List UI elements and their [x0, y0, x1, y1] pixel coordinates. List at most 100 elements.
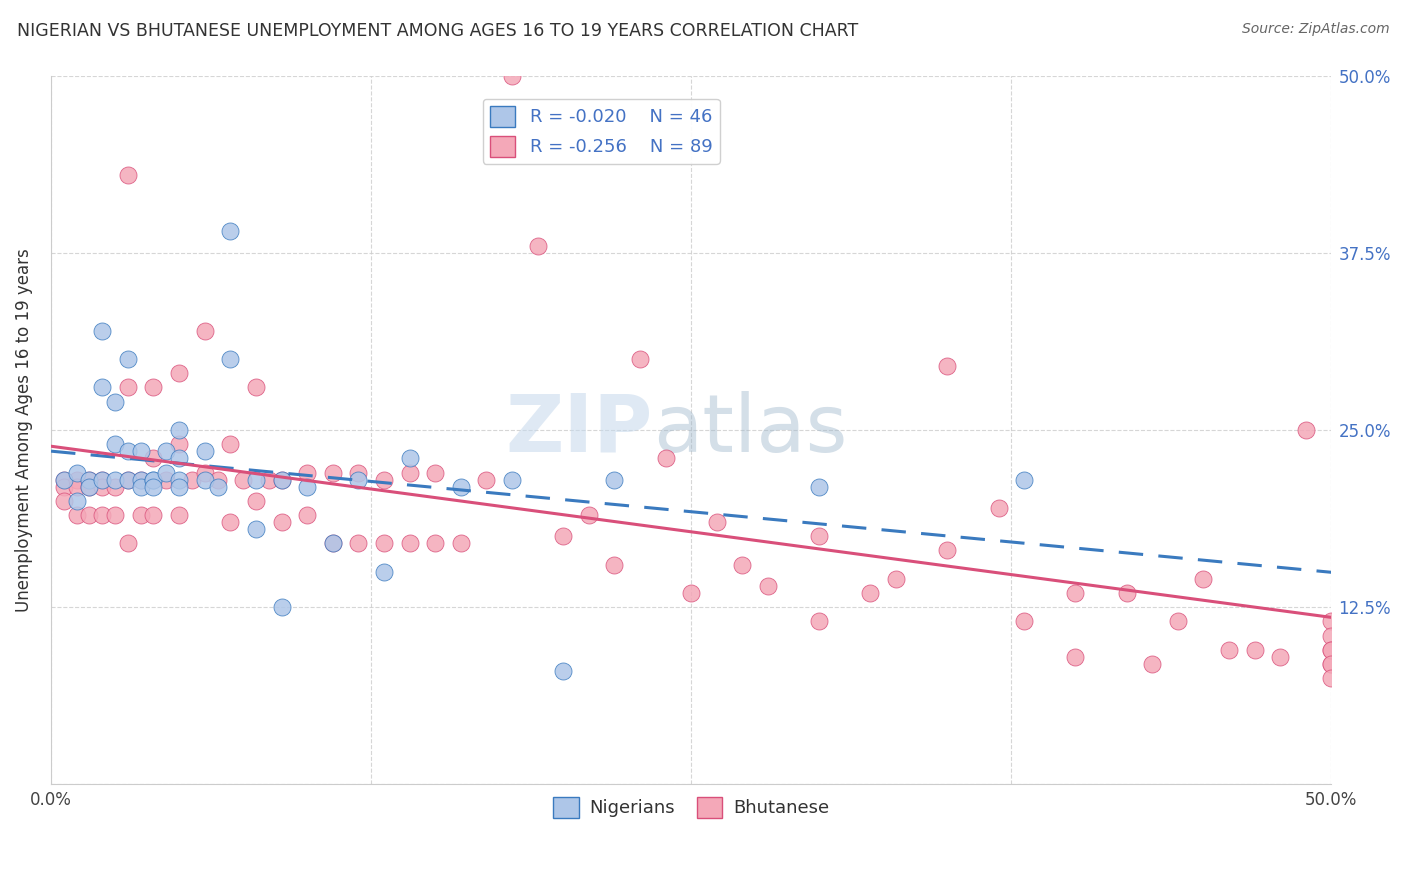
Point	[808, 480, 831, 494]
Point	[155, 466, 177, 480]
Point	[167, 437, 190, 451]
Point	[129, 480, 152, 494]
Point	[66, 473, 89, 487]
Text: Source: ZipAtlas.com: Source: ZipAtlas.com	[1241, 22, 1389, 37]
Point	[194, 473, 217, 487]
Point	[628, 352, 651, 367]
Point	[1012, 615, 1035, 629]
Point	[603, 473, 626, 487]
Point	[79, 473, 101, 487]
Point	[936, 543, 959, 558]
Point	[91, 473, 114, 487]
Point	[207, 473, 229, 487]
Point	[1320, 657, 1343, 671]
Point	[79, 473, 101, 487]
Point	[322, 536, 344, 550]
Point	[129, 473, 152, 487]
Point	[654, 451, 676, 466]
Point	[155, 473, 177, 487]
Point	[117, 473, 139, 487]
Point	[245, 473, 267, 487]
Point	[1192, 572, 1215, 586]
Point	[167, 480, 190, 494]
Point	[295, 466, 318, 480]
Point	[245, 494, 267, 508]
Point	[91, 473, 114, 487]
Point	[731, 558, 754, 572]
Point	[219, 515, 242, 529]
Point	[398, 451, 420, 466]
Point	[1115, 586, 1137, 600]
Point	[129, 473, 152, 487]
Point	[194, 324, 217, 338]
Point	[129, 508, 152, 522]
Text: ZIP: ZIP	[506, 391, 652, 469]
Point	[987, 500, 1010, 515]
Point	[117, 473, 139, 487]
Point	[117, 444, 139, 458]
Point	[257, 473, 280, 487]
Point	[79, 480, 101, 494]
Point	[475, 473, 498, 487]
Point	[347, 536, 370, 550]
Point	[578, 508, 600, 522]
Point	[52, 480, 75, 494]
Point	[425, 466, 447, 480]
Point	[936, 359, 959, 374]
Point	[52, 473, 75, 487]
Point	[91, 480, 114, 494]
Point	[52, 494, 75, 508]
Point	[104, 437, 127, 451]
Point	[808, 615, 831, 629]
Point	[79, 480, 101, 494]
Point	[91, 324, 114, 338]
Point	[450, 536, 472, 550]
Point	[167, 423, 190, 437]
Point	[142, 473, 165, 487]
Point	[104, 480, 127, 494]
Point	[245, 380, 267, 394]
Point	[219, 225, 242, 239]
Point	[295, 508, 318, 522]
Point	[1140, 657, 1163, 671]
Point	[1167, 615, 1189, 629]
Point	[104, 473, 127, 487]
Point	[681, 586, 703, 600]
Point	[1064, 586, 1087, 600]
Point	[142, 480, 165, 494]
Legend: Nigerians, Bhutanese: Nigerians, Bhutanese	[546, 789, 837, 825]
Point	[501, 473, 523, 487]
Point	[1270, 649, 1292, 664]
Point	[1012, 473, 1035, 487]
Point	[1320, 642, 1343, 657]
Point	[1320, 615, 1343, 629]
Point	[270, 473, 292, 487]
Point	[104, 508, 127, 522]
Point	[1320, 657, 1343, 671]
Point	[398, 466, 420, 480]
Point	[129, 444, 152, 458]
Point	[66, 480, 89, 494]
Point	[142, 508, 165, 522]
Point	[884, 572, 907, 586]
Text: NIGERIAN VS BHUTANESE UNEMPLOYMENT AMONG AGES 16 TO 19 YEARS CORRELATION CHART: NIGERIAN VS BHUTANESE UNEMPLOYMENT AMONG…	[17, 22, 858, 40]
Point	[1064, 649, 1087, 664]
Point	[295, 480, 318, 494]
Point	[347, 466, 370, 480]
Text: atlas: atlas	[652, 391, 848, 469]
Point	[91, 508, 114, 522]
Point	[79, 508, 101, 522]
Point	[808, 529, 831, 543]
Point	[117, 380, 139, 394]
Point	[66, 466, 89, 480]
Point	[142, 473, 165, 487]
Point	[66, 494, 89, 508]
Point	[706, 515, 728, 529]
Point	[398, 536, 420, 550]
Point	[66, 508, 89, 522]
Point	[219, 352, 242, 367]
Point	[603, 558, 626, 572]
Point	[1243, 642, 1265, 657]
Point	[501, 69, 523, 83]
Point	[117, 352, 139, 367]
